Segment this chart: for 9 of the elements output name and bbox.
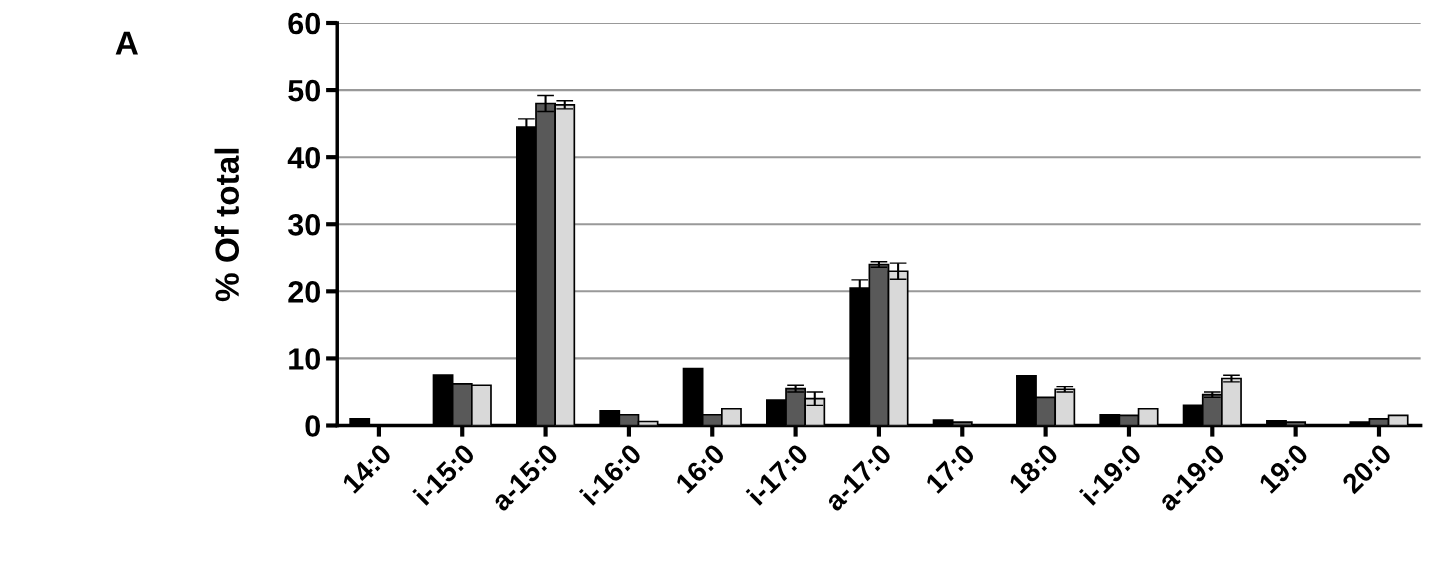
y-tick-label: 50: [288, 79, 320, 102]
text: A: [115, 31, 138, 55]
y-tick-label: 30: [287, 213, 320, 236]
y-tick-label: 10: [289, 348, 320, 370]
y-axis-title: % Of total: [214, 148, 240, 302]
y-tick-label: 0: [305, 415, 320, 437]
y-tick-label: 20: [288, 281, 320, 303]
y-tick-label: 40: [287, 146, 320, 169]
y-tick-label: 60: [288, 12, 320, 35]
